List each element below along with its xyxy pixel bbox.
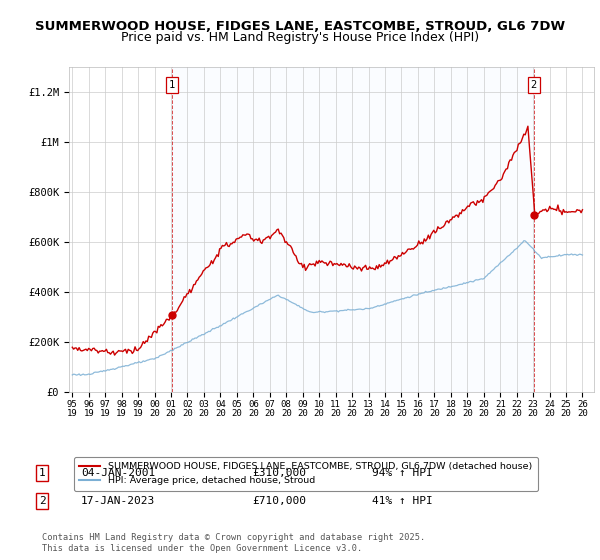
Bar xyxy=(172,67,534,392)
Legend: SUMMERWOOD HOUSE, FIDGES LANE, EASTCOMBE, STROUD, GL6 7DW (detached house), HPI:: SUMMERWOOD HOUSE, FIDGES LANE, EASTCOMBE… xyxy=(74,457,538,491)
Text: 2: 2 xyxy=(38,496,46,506)
Text: £310,000: £310,000 xyxy=(252,468,306,478)
Text: Contains HM Land Registry data © Crown copyright and database right 2025.
This d: Contains HM Land Registry data © Crown c… xyxy=(42,534,425,553)
Text: Price paid vs. HM Land Registry's House Price Index (HPI): Price paid vs. HM Land Registry's House … xyxy=(121,31,479,44)
Text: SUMMERWOOD HOUSE, FIDGES LANE, EASTCOMBE, STROUD, GL6 7DW: SUMMERWOOD HOUSE, FIDGES LANE, EASTCOMBE… xyxy=(35,20,565,32)
Text: 04-JAN-2001: 04-JAN-2001 xyxy=(81,468,155,478)
Text: 1: 1 xyxy=(38,468,46,478)
Text: 17-JAN-2023: 17-JAN-2023 xyxy=(81,496,155,506)
Text: 2: 2 xyxy=(530,80,537,90)
Text: 41% ↑ HPI: 41% ↑ HPI xyxy=(372,496,433,506)
Text: 94% ↑ HPI: 94% ↑ HPI xyxy=(372,468,433,478)
Text: £710,000: £710,000 xyxy=(252,496,306,506)
Text: 1: 1 xyxy=(169,80,175,90)
